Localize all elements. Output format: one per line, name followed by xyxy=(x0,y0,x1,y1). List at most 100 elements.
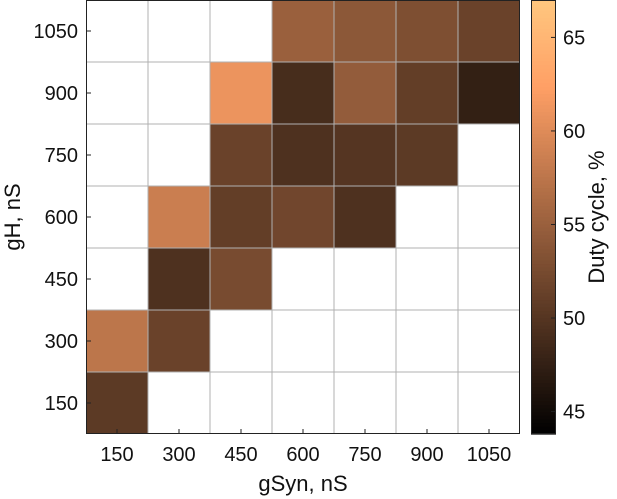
heatmap-cell xyxy=(210,186,272,248)
x-tick-label: 750 xyxy=(348,444,381,466)
heatmap-cell xyxy=(334,0,396,62)
colorbar-segment xyxy=(531,242,556,247)
colorbar-segment xyxy=(531,54,556,59)
heatmap-cell xyxy=(210,248,272,310)
colorbar-segment xyxy=(531,368,556,374)
colorbar-segment xyxy=(531,405,556,410)
colorbar-segment xyxy=(531,3,556,8)
colorbar-segment xyxy=(531,339,556,345)
heatmap-cell xyxy=(334,62,396,124)
x-axis-ticks: 150 300 450 600 750 900 1050 xyxy=(100,429,511,466)
colorbar-segment xyxy=(531,151,556,157)
x-axis-label: gSyn, nS xyxy=(258,471,347,496)
x-tick-label: 900 xyxy=(410,444,443,466)
y-tick-label: 300 xyxy=(45,331,78,353)
grid-lines xyxy=(86,0,520,434)
colorbar-segment xyxy=(531,191,556,196)
colorbar-segment xyxy=(531,166,556,171)
colorbar-segment xyxy=(531,282,556,287)
colorbar-segment xyxy=(531,394,556,399)
colorbar-tick-label: 50 xyxy=(563,308,585,330)
colorbar-segment xyxy=(531,285,556,290)
colorbar-segment xyxy=(531,278,556,283)
colorbar-segment xyxy=(531,159,556,164)
colorbar-segment xyxy=(531,173,556,178)
colorbar-segment xyxy=(531,426,556,431)
colorbar-frame xyxy=(531,0,556,434)
colorbar-segment xyxy=(531,65,556,70)
x-tick-label: 450 xyxy=(224,444,257,466)
heatmap-cell xyxy=(396,186,458,248)
colorbar-segment xyxy=(531,245,556,251)
heatmap-cells xyxy=(86,0,520,434)
heatmap-cell xyxy=(396,248,458,310)
heatmap-cell xyxy=(396,0,458,62)
y-tick-label: 750 xyxy=(45,145,78,167)
colorbar-segment xyxy=(531,184,556,189)
y-tick-label: 600 xyxy=(45,207,78,229)
colorbar-segment xyxy=(531,292,556,298)
heatmap-cell xyxy=(148,372,210,434)
colorbar-segment xyxy=(531,383,556,388)
colorbar-segment xyxy=(531,390,556,395)
colorbar-segment xyxy=(531,177,556,182)
colorbar-segment xyxy=(531,260,556,265)
colorbar-segment xyxy=(531,300,556,305)
colorbar-tick-label: 55 xyxy=(563,214,585,236)
colorbar-segment xyxy=(531,21,556,26)
colorbar-segment xyxy=(531,180,556,186)
x-tick-label: 150 xyxy=(100,444,133,466)
colorbar-segment xyxy=(531,122,556,128)
colorbar-segment xyxy=(531,133,556,139)
colorbar-segment xyxy=(531,72,556,77)
colorbar-segment xyxy=(531,401,556,406)
colorbar-segment xyxy=(531,249,556,254)
heatmap-cell xyxy=(458,186,520,248)
heatmap-cell xyxy=(86,124,148,186)
colorbar-segment xyxy=(531,155,556,160)
colorbar-segment xyxy=(531,0,556,5)
colorbar-segment xyxy=(531,289,556,294)
heatmap-cell xyxy=(148,0,210,62)
colorbar-segment xyxy=(531,408,556,413)
heatmap-cell xyxy=(334,248,396,310)
colorbar-segment xyxy=(531,195,556,200)
colorbar-segment xyxy=(531,264,556,269)
heatmap-cell xyxy=(396,124,458,186)
colorbar-segment xyxy=(531,36,556,41)
colorbar-segment xyxy=(531,68,556,73)
heatmap-cell xyxy=(272,62,334,124)
colorbar-segment xyxy=(531,423,556,428)
y-tick-label: 150 xyxy=(45,393,78,415)
colorbar-segment xyxy=(531,379,556,384)
heatmap-cell xyxy=(210,310,272,372)
colorbar-segment xyxy=(531,296,556,301)
y-tick-label: 1050 xyxy=(34,21,79,43)
colorbar-segment xyxy=(531,86,556,92)
colorbar-segment xyxy=(531,365,556,370)
colorbar-segment xyxy=(531,104,556,110)
heatmap-cell xyxy=(86,186,148,248)
heatmap-cell xyxy=(334,310,396,372)
colorbar-segment xyxy=(531,329,556,334)
colorbar-segment xyxy=(531,94,556,99)
colorbar-segment xyxy=(531,307,556,312)
colorbar-segment xyxy=(531,303,556,309)
colorbar-segment xyxy=(531,137,556,142)
heatmap-cell xyxy=(272,248,334,310)
heatmap-cell xyxy=(458,248,520,310)
colorbar-segment xyxy=(531,43,556,48)
heatmap-cell xyxy=(86,310,148,372)
colorbar-segment xyxy=(531,18,556,23)
colorbar-segment xyxy=(531,188,556,193)
colorbar-segment xyxy=(531,119,556,124)
colorbar-segment xyxy=(531,126,556,131)
colorbar-segment xyxy=(531,274,556,280)
y-axis-label: gH, nS xyxy=(0,183,25,250)
colorbar-tick-label: 45 xyxy=(563,402,585,424)
heatmap-cell xyxy=(148,310,210,372)
colorbar-segment xyxy=(531,209,556,214)
colorbar-segment xyxy=(531,115,556,120)
colorbar-segment xyxy=(531,256,556,261)
y-axis-ticks: 150 300 450 600 750 900 1050 xyxy=(34,21,91,415)
